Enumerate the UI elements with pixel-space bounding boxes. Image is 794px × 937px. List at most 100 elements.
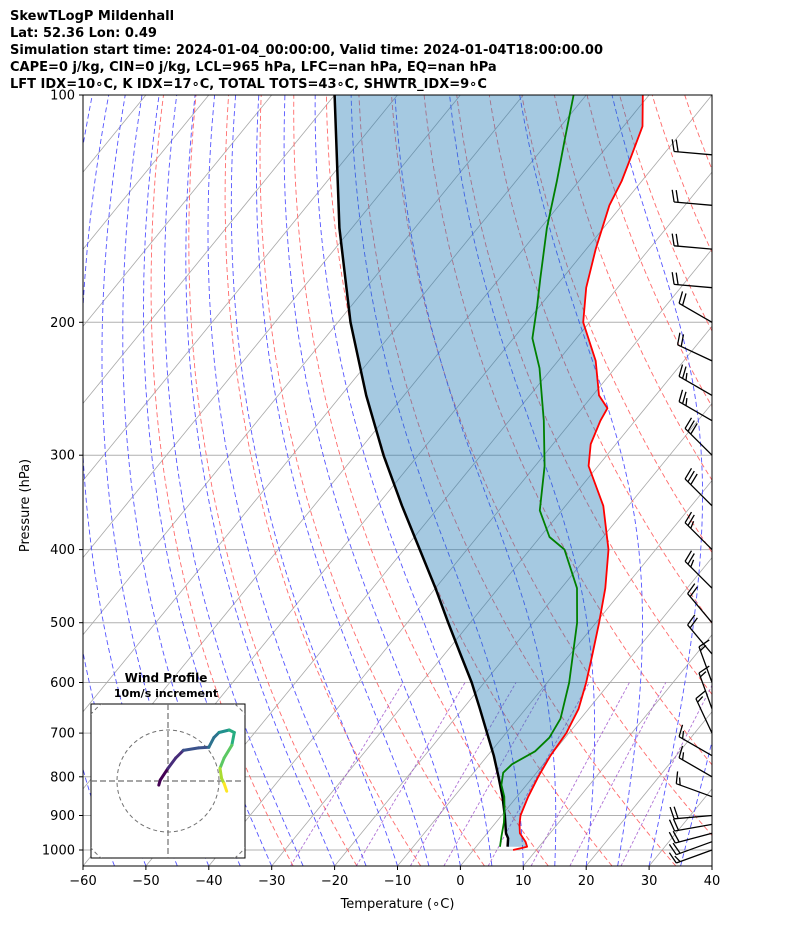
- wind-barb-flag: [687, 470, 695, 483]
- wind-barb-flag: [690, 559, 695, 568]
- wind-barb-staff: [674, 814, 713, 820]
- moist-adiabat: [350, 95, 524, 866]
- x-tick-label: 10: [515, 874, 532, 889]
- moist-adiabat: [519, 95, 643, 866]
- wind-barb: [678, 364, 713, 396]
- y-tick-label: 900: [50, 809, 75, 824]
- dry-adiabat: [684, 95, 712, 171]
- chart-header: SkewTLogP Mildenhall Lat: 52.36 Lon: 0.4…: [10, 8, 603, 93]
- x-tick-label: −50: [132, 874, 159, 889]
- isotherm-line: [83, 95, 210, 250]
- hodograph-segment: [218, 766, 224, 780]
- moist-adiabat: [394, 95, 557, 866]
- wind-barb-flag: [687, 553, 695, 565]
- y-tick-label: 1000: [42, 844, 75, 859]
- hodograph-title: Wind Profile: [125, 671, 208, 685]
- wind-barb-flag: [690, 423, 698, 435]
- wind-barb-flag: [685, 372, 688, 381]
- wind-barb-staff: [678, 736, 713, 757]
- wind-barb-flag: [681, 391, 687, 404]
- dry-adiabat: [423, 95, 712, 766]
- wind-barb-flag: [698, 639, 710, 648]
- isotherm-line: [83, 95, 524, 636]
- y-tick-label: 700: [50, 727, 75, 742]
- x-tick-label: −40: [195, 874, 222, 889]
- wind-barb: [684, 417, 713, 456]
- hodograph-subtitle: 10m/s increment: [114, 687, 218, 700]
- y-tick-label: 300: [50, 449, 75, 464]
- wind-barb-staff: [684, 478, 713, 507]
- wind-barb-flag: [674, 855, 681, 863]
- wind-barb-flag: [678, 389, 684, 402]
- moist-adiabat: [711, 864, 712, 866]
- wind-barb: [698, 665, 713, 710]
- dry-adiabat: [619, 95, 712, 332]
- wind-barb-flag: [668, 844, 677, 856]
- wind-barb-staff: [684, 522, 713, 551]
- wind-barb-staff: [698, 672, 713, 710]
- wind-barb: [678, 724, 713, 757]
- isotherm-line: [522, 634, 712, 866]
- wind-barb-flag: [668, 852, 677, 864]
- mixing-ratio-line: [443, 682, 548, 866]
- wind-barb-flag: [672, 842, 681, 854]
- wind-barb-staff: [674, 283, 713, 289]
- x-tick-label: −10: [384, 874, 411, 889]
- wind-barb: [675, 771, 713, 798]
- mixing-ratio-line: [410, 682, 517, 866]
- wind-barb-staff: [674, 823, 713, 832]
- isotherm-line: [83, 95, 461, 559]
- wind-barb-flag: [678, 724, 684, 737]
- wind-barb: [676, 332, 713, 362]
- dry-adiabat: [259, 95, 485, 866]
- dry-adiabat: [391, 95, 712, 837]
- y-tick-label: 600: [50, 676, 75, 691]
- wind-barb: [671, 139, 713, 156]
- wind-barb: [668, 841, 713, 856]
- wind-barb: [687, 614, 713, 655]
- wind-barb-flag: [675, 233, 679, 247]
- simulation-info: Simulation start time: 2024-01-04_00:00:…: [10, 43, 603, 58]
- y-axis-label: Pressure (hPa): [18, 459, 33, 552]
- isotherm-line: [83, 95, 587, 713]
- moist-adiabat: [611, 95, 703, 866]
- index-info: LFT IDX=10∘C, K IDX=17∘C, TOTAL TOTS=43∘…: [10, 77, 487, 92]
- x-tick-label: 20: [578, 874, 595, 889]
- wind-barb-flag: [687, 583, 696, 594]
- wind-barb-flag: [671, 272, 675, 285]
- y-tick-label: 100: [50, 89, 75, 104]
- wind-barb-staff: [684, 560, 713, 589]
- wind-barb-staff: [677, 344, 713, 362]
- dry-adiabat: [717, 95, 794, 866]
- y-tick-label: 500: [50, 616, 75, 631]
- y-tick-label: 200: [50, 316, 75, 331]
- wind-barb-staff: [695, 698, 713, 734]
- isotherm-line: [397, 479, 712, 866]
- wind-barb-flag: [675, 190, 679, 203]
- wind-barb-flag: [671, 233, 675, 246]
- moist-adiabat: [680, 739, 712, 866]
- dry-adiabat: [783, 95, 794, 866]
- wind-barb-flag: [681, 366, 687, 379]
- wind-barb-flag: [690, 521, 695, 529]
- x-tick-label: 40: [704, 874, 721, 889]
- wind-barb-staff: [676, 783, 713, 798]
- wind-barb-flag: [684, 417, 693, 429]
- wind-barb-flag: [668, 819, 676, 832]
- wind-barb-flag: [675, 272, 679, 285]
- wind-barb-flag: [689, 586, 698, 598]
- moist-adiabat: [314, 95, 493, 866]
- hodograph-segment: [222, 743, 234, 760]
- wind-barb: [671, 189, 713, 206]
- chart-title: SkewTLogP Mildenhall: [10, 9, 175, 24]
- wind-barb-staff: [676, 841, 713, 856]
- wind-barb-flag: [676, 332, 681, 345]
- x-tick-label: −30: [258, 874, 285, 889]
- dry-adiabat: [750, 95, 794, 866]
- wind-barb-flag: [684, 550, 693, 562]
- wind-barb-flag: [671, 139, 675, 152]
- wind-barb-staff: [687, 593, 713, 624]
- dry-adiabat: [224, 95, 422, 866]
- wind-barb-flag: [675, 139, 679, 152]
- cape-info: CAPE=0 j/kg, CIN=0 j/kg, LCL=965 hPa, LF…: [10, 60, 497, 75]
